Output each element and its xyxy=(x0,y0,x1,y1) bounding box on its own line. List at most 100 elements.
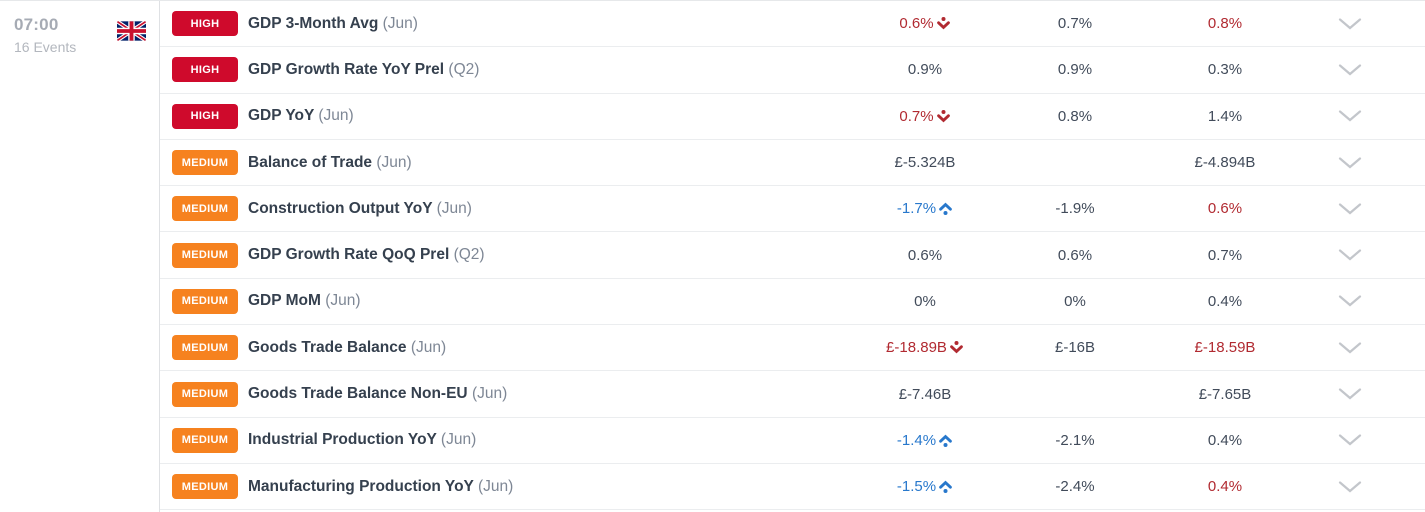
previous-value: £-18.59B xyxy=(1194,339,1256,357)
previous-value: 0.3% xyxy=(1207,61,1243,79)
event-name: Balance of Trade xyxy=(248,153,377,171)
expand-cell xyxy=(1300,477,1425,497)
event-row[interactable]: MEDIUM Goods Trade Balance Non-EU (Jun) … xyxy=(160,371,1425,418)
event-period: (Jun) xyxy=(440,431,477,449)
actual-value: £-7.46B xyxy=(898,385,952,403)
chevron-up-dot-icon xyxy=(939,202,952,216)
previous-value: 1.4% xyxy=(1207,107,1243,125)
actual-value: -1.5% xyxy=(850,478,1000,495)
event-row[interactable]: MEDIUM Industrial Production YoY (Jun) -… xyxy=(160,417,1425,464)
expand-cell xyxy=(1300,14,1425,34)
event-row[interactable]: MEDIUM GDP Growth Rate QoQ Prel (Q2) 0.6… xyxy=(160,232,1425,279)
expand-row-button[interactable] xyxy=(1334,153,1366,173)
chevron-down-icon xyxy=(1338,295,1362,307)
importance-badge: MEDIUM xyxy=(172,335,238,361)
event-name: Industrial Production YoY xyxy=(248,431,441,449)
event-period: (Jun) xyxy=(477,477,514,495)
event-row[interactable]: MEDIUM Manufacturing Production YoY (Jun… xyxy=(160,463,1425,511)
expand-cell xyxy=(1300,199,1425,219)
chevron-down-icon xyxy=(1338,156,1362,168)
expand-row-button[interactable] xyxy=(1334,199,1366,219)
chevron-down-icon xyxy=(1338,64,1362,76)
event-row[interactable]: MEDIUM Balance of Trade (Jun) £-5.324B £… xyxy=(160,139,1425,187)
chevron-down-icon xyxy=(1338,110,1362,122)
expand-cell xyxy=(1300,291,1425,311)
event-period: (Jun) xyxy=(318,107,354,125)
event-period: (Jun) xyxy=(376,153,412,171)
expand-cell xyxy=(1300,153,1425,173)
previous-value: 0.7% xyxy=(1207,246,1243,264)
chevron-down-icon xyxy=(1338,434,1362,446)
event-period: (Jun) xyxy=(410,338,447,356)
previous-value: 0.8% xyxy=(1207,15,1243,33)
event-period: (Jun) xyxy=(436,199,472,217)
chevron-down-icon xyxy=(1338,388,1362,400)
events-list: HIGH GDP 3-Month Avg (Jun) 0.6% 0.7% 0.8… xyxy=(160,1,1425,512)
expand-row-button[interactable] xyxy=(1334,60,1366,80)
consensus-value: 0% xyxy=(1064,292,1086,310)
chevron-down-dot-icon xyxy=(936,109,950,123)
actual-value: 0% xyxy=(914,292,936,310)
event-row[interactable]: MEDIUM GDP MoM (Jun) 0% 0% 0.4% xyxy=(160,278,1425,326)
previous-value: 0.4% xyxy=(1207,431,1243,449)
actual-value: 0.7% xyxy=(850,108,1000,125)
chevron-up-dot-icon xyxy=(939,434,952,447)
group-time: 07:00 xyxy=(14,15,59,34)
importance-badge: HIGH xyxy=(172,57,238,83)
expand-cell xyxy=(1300,245,1425,265)
expand-row-button[interactable] xyxy=(1334,14,1366,34)
chevron-down-dot-icon xyxy=(936,17,950,30)
previous-value: 0.4% xyxy=(1207,292,1243,310)
actual-value: 0.9% xyxy=(907,61,943,79)
expand-cell xyxy=(1300,338,1425,358)
chevron-down-dot-icon xyxy=(950,341,963,354)
previous-value: 0.6% xyxy=(1207,200,1243,218)
previous-value: £-7.65B xyxy=(1198,385,1252,403)
group-events-count: 16 Events xyxy=(14,39,77,55)
event-name: Manufacturing Production YoY xyxy=(248,477,478,495)
importance-badge: MEDIUM xyxy=(172,242,238,268)
actual-value: 0.6% xyxy=(850,15,1000,32)
event-name: Construction Output YoY xyxy=(248,199,437,217)
event-name: Goods Trade Balance xyxy=(248,338,411,356)
expand-row-button[interactable] xyxy=(1334,477,1366,497)
chevron-up-dot-icon xyxy=(939,480,952,494)
consensus-value: 0.6% xyxy=(1057,246,1093,264)
expand-row-button[interactable] xyxy=(1334,291,1366,311)
chevron-down-icon xyxy=(1338,481,1362,493)
chevron-down-icon xyxy=(1338,203,1362,215)
event-row[interactable]: HIGH GDP YoY (Jun) 0.7% 0.8% 1.4% xyxy=(160,93,1425,140)
expand-row-button[interactable] xyxy=(1334,384,1366,404)
importance-badge: HIGH xyxy=(172,103,238,129)
chevron-down-icon xyxy=(1338,342,1362,354)
event-period: (Q2) xyxy=(453,246,485,264)
importance-badge: MEDIUM xyxy=(172,474,238,500)
expand-cell xyxy=(1300,106,1425,126)
expand-row-button[interactable] xyxy=(1334,245,1366,265)
event-name: GDP MoM xyxy=(248,292,326,310)
importance-badge: MEDIUM xyxy=(172,196,238,222)
time-group-column: 07:00 16 Events xyxy=(0,1,160,512)
previous-value: 0.4% xyxy=(1207,478,1243,496)
consensus-value: -1.9% xyxy=(1055,200,1095,218)
event-period: (Jun) xyxy=(471,385,508,403)
event-row[interactable]: HIGH GDP 3-Month Avg (Jun) 0.6% 0.7% 0.8… xyxy=(160,1,1425,48)
event-name: GDP Growth Rate YoY Prel xyxy=(248,60,449,78)
consensus-value: -2.4% xyxy=(1055,478,1095,496)
event-row[interactable]: MEDIUM Goods Trade Balance (Jun) £-18.89… xyxy=(160,325,1425,372)
importance-badge: HIGH xyxy=(172,11,238,37)
expand-cell xyxy=(1300,60,1425,80)
expand-row-button[interactable] xyxy=(1334,106,1366,126)
expand-cell xyxy=(1300,430,1425,450)
actual-value: £-18.89B xyxy=(850,339,1000,356)
importance-badge: MEDIUM xyxy=(172,150,238,176)
event-row[interactable]: HIGH GDP Growth Rate YoY Prel (Q2) 0.9% … xyxy=(160,47,1425,94)
event-period: (Jun) xyxy=(382,14,418,32)
event-row[interactable]: MEDIUM Construction Output YoY (Jun) -1.… xyxy=(160,186,1425,233)
consensus-value: 0.7% xyxy=(1057,15,1093,33)
consensus-value: £-16B xyxy=(1054,339,1096,357)
uk-flag-icon xyxy=(117,21,146,41)
event-name: GDP Growth Rate QoQ Prel xyxy=(248,246,454,264)
expand-row-button[interactable] xyxy=(1334,338,1366,358)
expand-row-button[interactable] xyxy=(1334,430,1366,450)
